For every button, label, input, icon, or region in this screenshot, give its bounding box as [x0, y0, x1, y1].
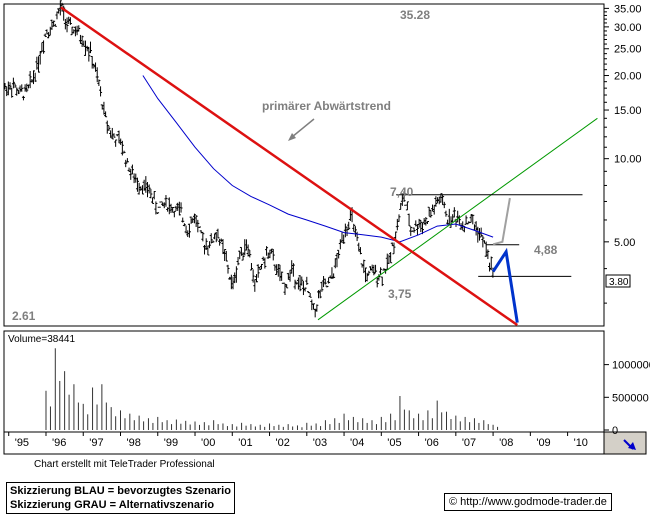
volume-tick-label: 500000 [612, 392, 649, 404]
legend-blue: Skizzierung BLAU = bevorzugtes Szenario [10, 485, 231, 497]
moving-average-line [142, 75, 494, 243]
source-url[interactable]: http://www.godmode-trader.de [460, 496, 607, 508]
x-tick-label: '96 [52, 437, 66, 449]
volume-axis: 1000000 500000 0 [604, 360, 650, 437]
x-tick-label: '95 [15, 437, 29, 449]
x-tick-label: '03 [313, 437, 327, 449]
y-tick-label: 5.00 [614, 237, 635, 249]
x-tick-label: '06 [425, 437, 439, 449]
x-tick-label: '97 [89, 437, 103, 449]
scenario-legend: Skizzierung BLAU = bevorzugtes Szenario … [6, 482, 235, 514]
y-tick-label: 15.00 [614, 105, 642, 117]
max-value-label: 35.28 [400, 8, 430, 22]
volume-tick-label: 1000000 [612, 360, 650, 372]
price-panel [3, 3, 605, 327]
last-price-label: 3.80 [609, 277, 629, 288]
x-tick-label: '05 [387, 437, 401, 449]
gray-scenario-line [492, 197, 511, 246]
corner-box [603, 431, 647, 455]
x-tick-label: '08 [499, 437, 513, 449]
uptrend-line [317, 117, 598, 321]
last-price-box [605, 274, 631, 288]
volume-panel [3, 330, 605, 433]
y-tick-label: 20.00 [614, 71, 642, 83]
x-tick-label: '02 [276, 437, 290, 449]
trendlines-layer [60, 6, 598, 327]
trend-arrow-icon [288, 118, 315, 141]
x-tick-label: '09 [536, 437, 550, 449]
support-label: 3,75 [388, 287, 412, 301]
resistance-label: 7,40 [390, 185, 414, 199]
volume-tick-label: 0 [612, 425, 618, 437]
arrow-down-icon[interactable] [623, 439, 636, 450]
blue-scenario-line [491, 247, 519, 323]
x-tick-label: '98 [127, 437, 141, 449]
y-axis: 35.00 30.00 25.00 20.00 15.00 10.00 5.00 [604, 3, 642, 304]
y-tick-label: 35.00 [614, 3, 642, 15]
x-tick-label: '00 [201, 437, 215, 449]
copyright-icon: © [449, 496, 458, 508]
volume-label: Volume=38441 [8, 334, 75, 345]
x-tick-label: '10 [574, 437, 588, 449]
volume-layer [45, 348, 499, 430]
trend-label: primärer Abwärtstrend [262, 99, 391, 113]
chart-credit: Chart erstellt mit TeleTrader Profession… [34, 459, 215, 470]
x-tick-label: '99 [164, 437, 178, 449]
x-tick-label: '01 [238, 437, 252, 449]
source-url-box[interactable]: © http://www.godmode-trader.de [444, 493, 612, 511]
y-tick-label: 10.00 [614, 154, 642, 166]
y-tick-label: 30.00 [614, 22, 642, 34]
candles-layer [3, 0, 495, 318]
x-tick-label: '07 [462, 437, 476, 449]
x-axis: '95 '96 '97 '98 '99 '00 '01 '02 '03 '04 '05 '06 '07 '… [8, 432, 588, 449]
y-tick-label: 25.00 [614, 44, 642, 56]
x-tick-label: '04 [350, 437, 364, 449]
target-label: 4,88 [534, 243, 558, 257]
downtrend-line [60, 6, 519, 327]
legend-gray: Skizzierung GRAU = Alternativszenario [10, 499, 215, 511]
min-value-label: 2.61 [12, 309, 36, 323]
volume-label-box [6, 332, 56, 344]
